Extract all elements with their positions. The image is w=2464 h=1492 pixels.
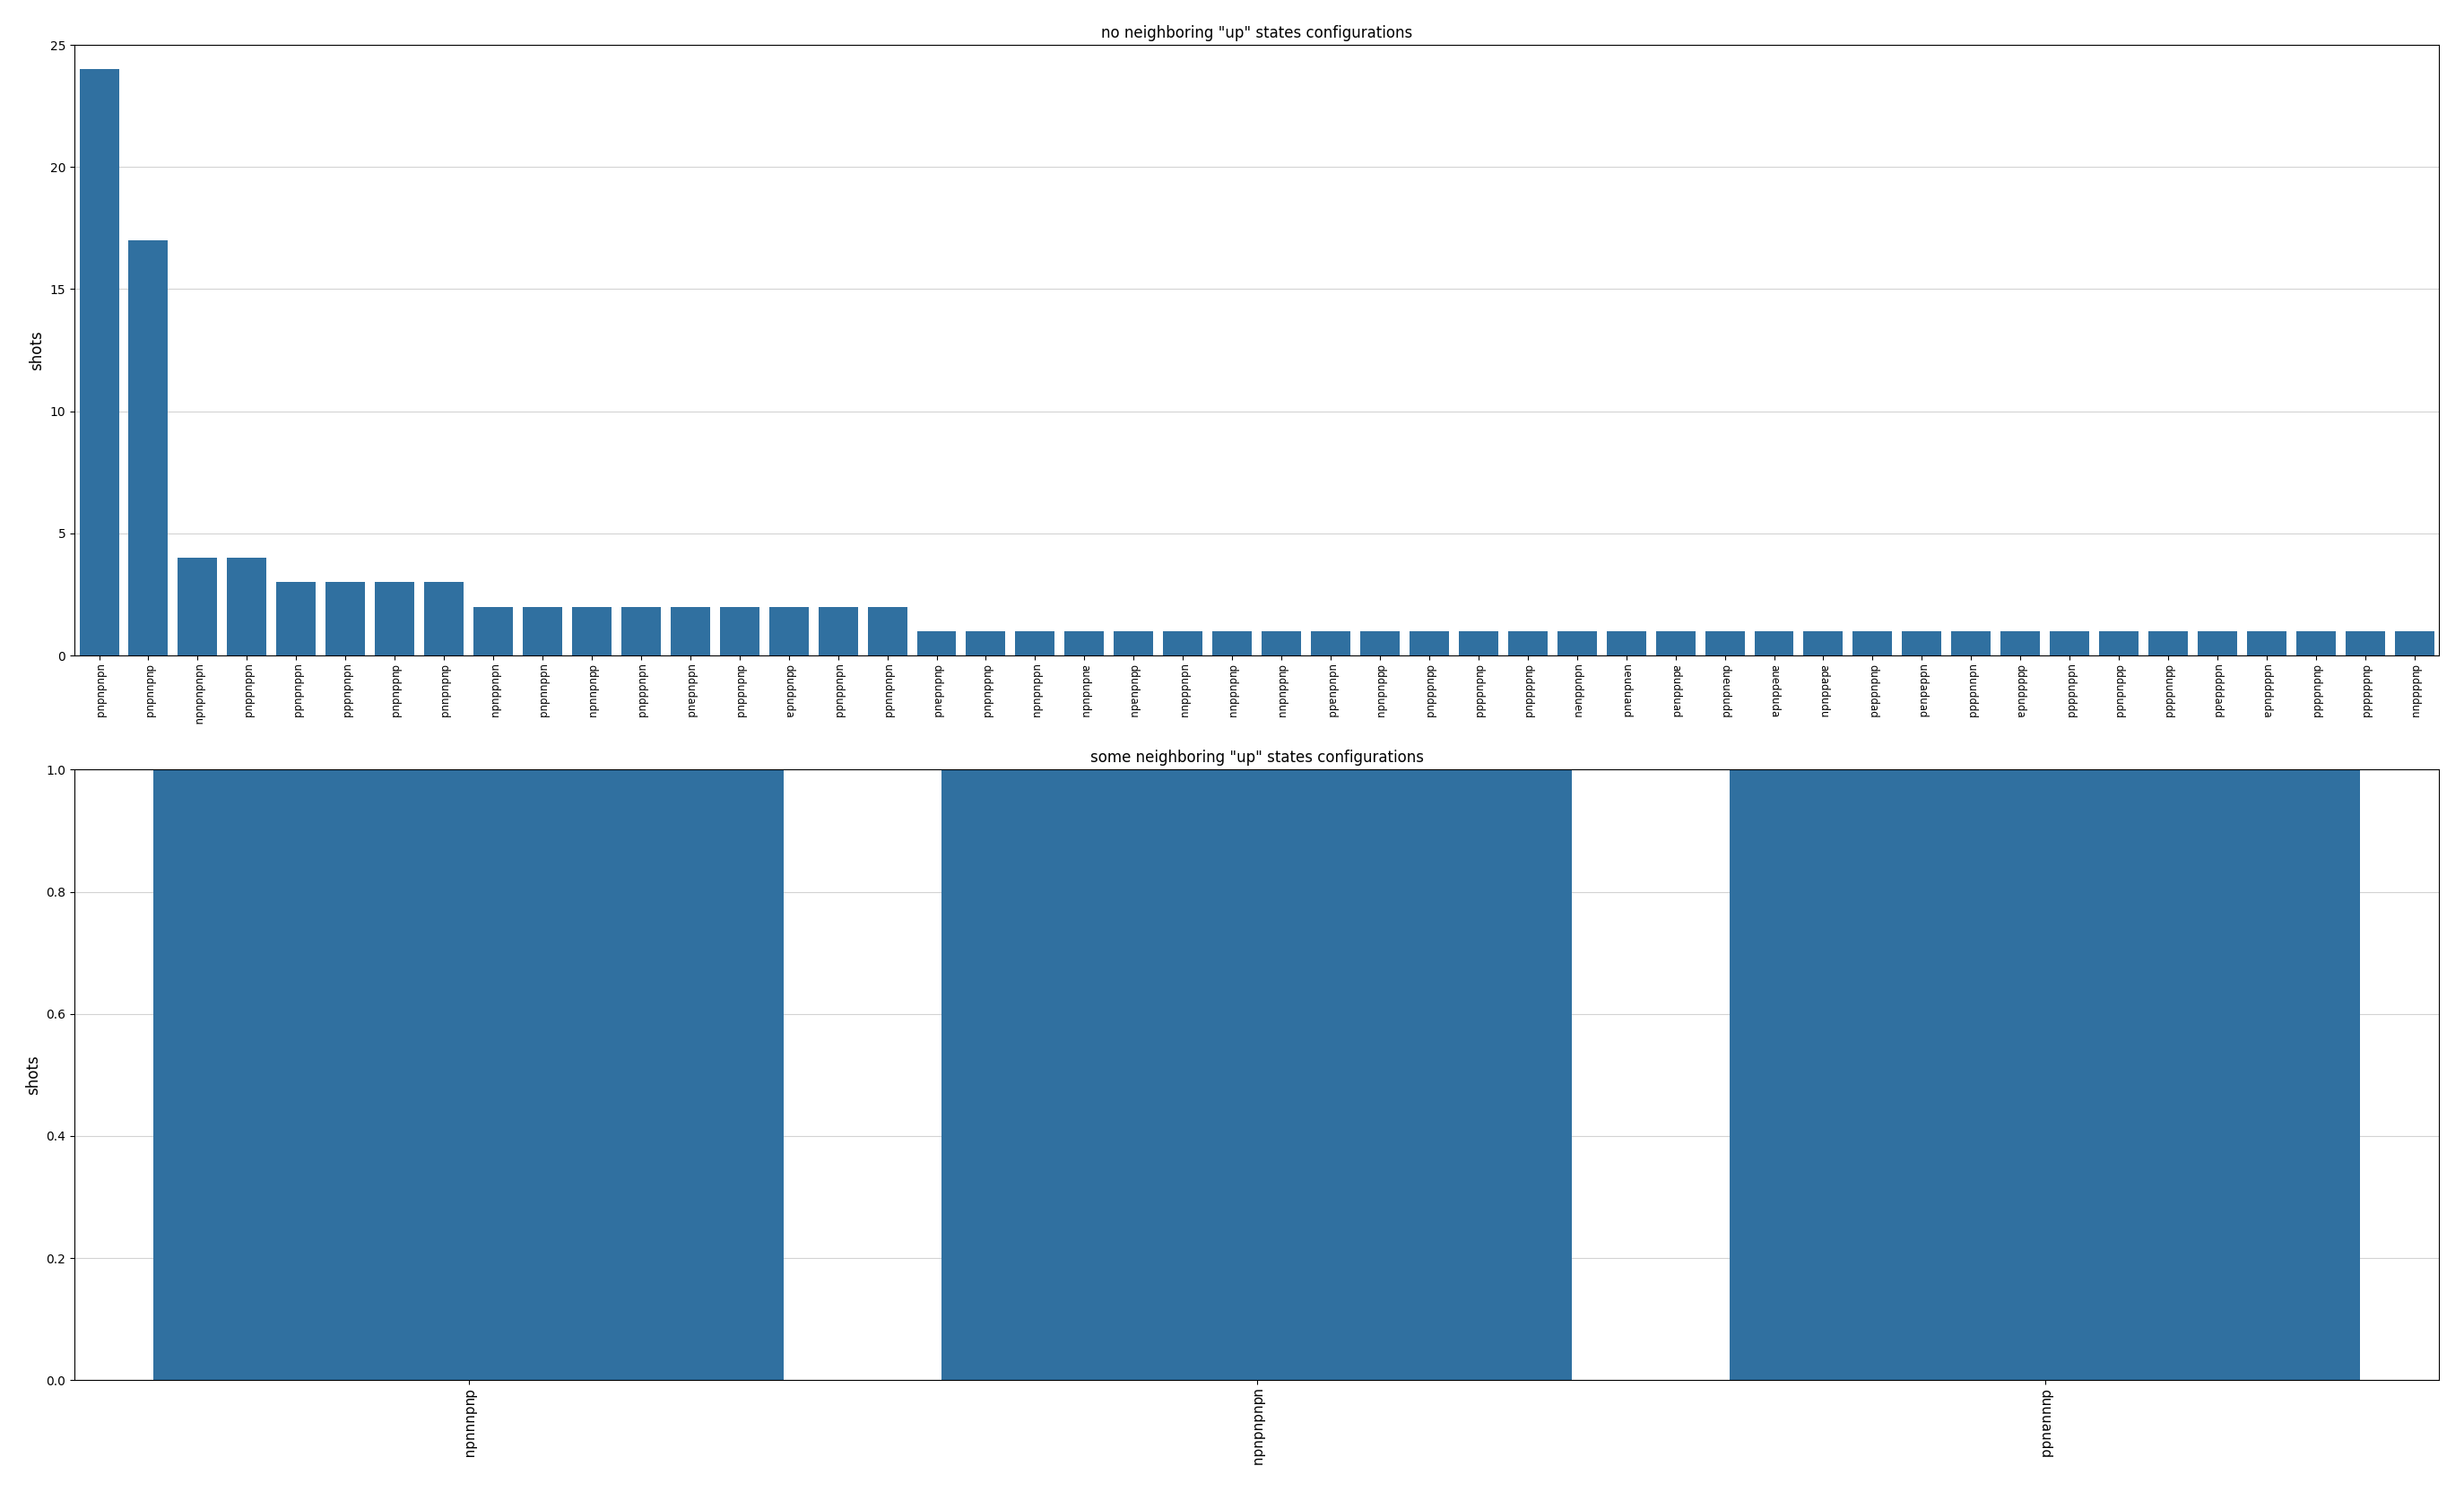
Bar xyxy=(1902,631,1942,655)
Bar xyxy=(1607,631,1646,655)
Bar xyxy=(522,607,562,655)
Bar xyxy=(1114,631,1153,655)
Bar xyxy=(79,69,118,655)
Bar xyxy=(2247,631,2287,655)
Bar xyxy=(325,582,365,655)
Bar xyxy=(276,582,315,655)
Title: some neighboring "up" states configurations: some neighboring "up" states configurati… xyxy=(1089,749,1424,765)
Title: no neighboring "up" states configurations: no neighboring "up" states configuration… xyxy=(1101,25,1412,42)
Bar xyxy=(128,240,168,655)
Bar xyxy=(424,582,463,655)
Bar xyxy=(1804,631,1843,655)
Bar xyxy=(1705,631,1745,655)
Bar xyxy=(621,607,660,655)
Bar xyxy=(1262,631,1301,655)
Bar xyxy=(719,607,759,655)
Bar xyxy=(1015,631,1055,655)
Bar xyxy=(375,582,414,655)
Bar xyxy=(177,558,217,655)
Bar xyxy=(2149,631,2188,655)
Bar xyxy=(2346,631,2385,655)
Bar xyxy=(153,770,784,1380)
Bar xyxy=(2198,631,2237,655)
Bar xyxy=(818,607,857,655)
Bar xyxy=(1754,631,1794,655)
Bar xyxy=(2395,631,2434,655)
Bar xyxy=(769,607,808,655)
Y-axis label: shots: shots xyxy=(30,330,44,370)
Bar xyxy=(917,631,956,655)
Bar xyxy=(1557,631,1597,655)
Bar xyxy=(2296,631,2336,655)
Bar xyxy=(1163,631,1202,655)
Bar xyxy=(1730,770,2361,1380)
Bar xyxy=(867,607,907,655)
Bar xyxy=(1656,631,1695,655)
Bar xyxy=(1853,631,1892,655)
Bar xyxy=(1360,631,1400,655)
Bar xyxy=(473,607,513,655)
Bar xyxy=(2050,631,2089,655)
Bar xyxy=(1409,631,1449,655)
Y-axis label: shots: shots xyxy=(25,1055,42,1095)
Bar xyxy=(2099,631,2139,655)
Bar xyxy=(941,770,1572,1380)
Bar xyxy=(227,558,266,655)
Bar xyxy=(1951,631,1991,655)
Bar xyxy=(670,607,710,655)
Bar xyxy=(1212,631,1252,655)
Bar xyxy=(1064,631,1104,655)
Bar xyxy=(572,607,611,655)
Bar xyxy=(1508,631,1547,655)
Bar xyxy=(966,631,1005,655)
Bar xyxy=(1459,631,1498,655)
Bar xyxy=(2001,631,2040,655)
Bar xyxy=(1311,631,1350,655)
